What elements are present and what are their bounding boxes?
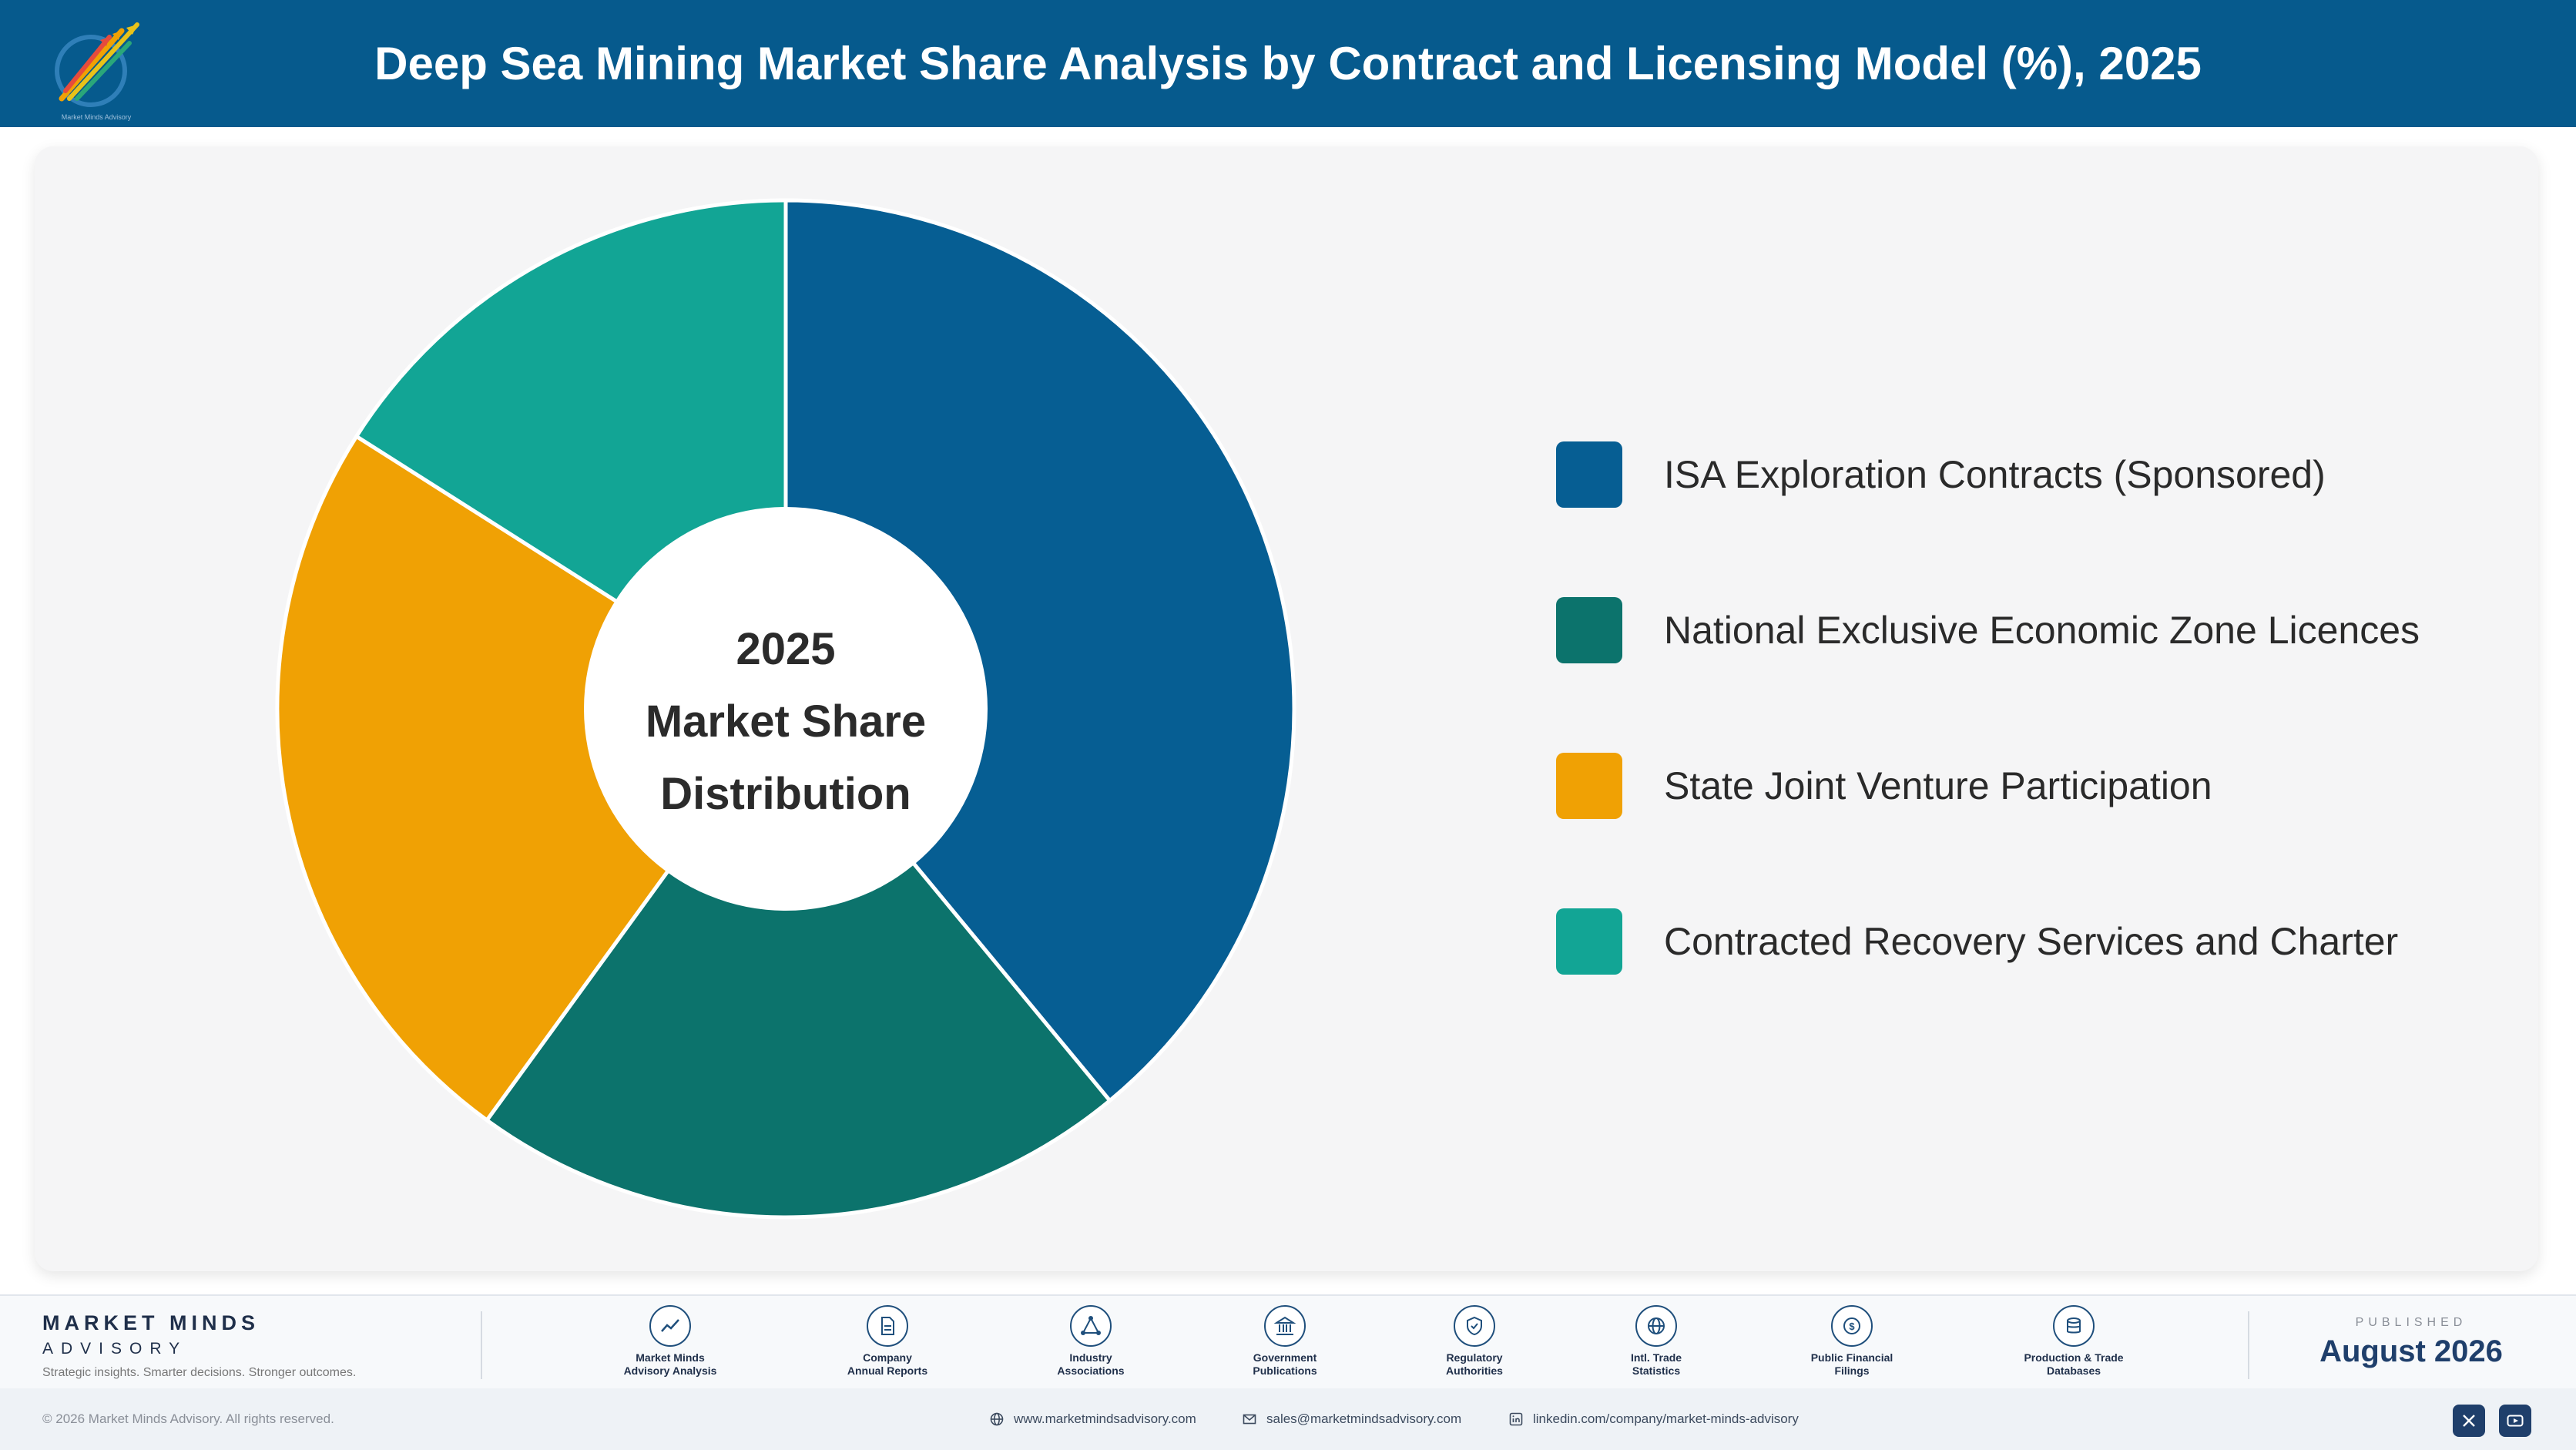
- website-link[interactable]: www.marketmindsadvisory.com: [989, 1388, 1196, 1450]
- legend-label: State Joint Venture Participation: [1664, 764, 2212, 807]
- legend-swatch: [1556, 597, 1622, 663]
- source-market-minds-analysis: Market Minds Advisory Analysis: [593, 1305, 747, 1378]
- legend-item: State Joint Venture Participation: [1556, 752, 2212, 820]
- linkedin-link[interactable]: linkedin.com/company/market-minds-adviso…: [1508, 1388, 1799, 1450]
- network-icon: [1081, 1316, 1101, 1335]
- legend-label: Contracted Recovery Services and Charter: [1664, 920, 2399, 963]
- youtube-icon: [2507, 1415, 2524, 1427]
- database-icon: [2067, 1317, 2081, 1334]
- header-bar: Market Minds Advisory Deep Sea Mining Ma…: [0, 0, 2576, 127]
- footer: MARKET MINDS ADVISORY Strategic insights…: [0, 1294, 2576, 1388]
- email-text: sales@marketmindsadvisory.com: [1266, 1411, 1462, 1426]
- svg-text:$: $: [1849, 1321, 1855, 1332]
- footer-brand: MARKET MINDS ADVISORY Strategic insights…: [42, 1311, 356, 1380]
- youtube-social-button[interactable]: [2499, 1405, 2531, 1437]
- donut-chart: 2025 Market Share Distribution: [275, 198, 1296, 1220]
- published-label: PUBLISHED: [2355, 1316, 2467, 1329]
- mail-icon: [1243, 1414, 1256, 1425]
- legend-swatch: [1556, 753, 1622, 819]
- source-label: Market Minds Advisory Analysis: [623, 1351, 717, 1377]
- source-production-trade-databases: Production & Trade Databases: [1997, 1305, 2151, 1378]
- x-social-button[interactable]: [2453, 1405, 2485, 1437]
- email-link[interactable]: sales@marketmindsadvisory.com: [1242, 1388, 1461, 1450]
- footer-divider: [481, 1311, 482, 1379]
- pie-slice-1: [783, 198, 1296, 1103]
- brand-subtitle: ADVISORY: [42, 1340, 188, 1358]
- source-label: Regulatory Authorities: [1446, 1351, 1503, 1377]
- dollar-coin-icon: $: [1843, 1317, 1860, 1334]
- pie-slice-2: [485, 707, 1112, 1220]
- source-label: Intl. Trade Statistics: [1630, 1351, 1682, 1377]
- document-icon: [881, 1317, 894, 1335]
- website-text: www.marketmindsadvisory.com: [1014, 1411, 1196, 1426]
- legend-swatch: [1556, 908, 1622, 975]
- center-label-line-2: Market Share: [646, 696, 926, 747]
- footer-divider: [2248, 1311, 2249, 1379]
- center-label-line-1: 2025: [736, 624, 835, 674]
- pie-slice-3: [275, 434, 788, 1123]
- brand-name: MARKET MINDS: [42, 1311, 260, 1334]
- market-minds-logo-icon: Market Minds Advisory: [55, 22, 139, 121]
- donut-hole: [584, 507, 988, 911]
- linkedin-icon: [1509, 1412, 1523, 1426]
- source-public-financial-filings: $ Public Financial Filings: [1775, 1305, 1929, 1378]
- copyright-text: © 2026 Market Minds Advisory. All rights…: [42, 1411, 334, 1426]
- source-label: Public Financial Filings: [1810, 1351, 1893, 1377]
- source-government-publications: Government Publications: [1208, 1305, 1362, 1378]
- source-label: Industry Associations: [1057, 1351, 1125, 1377]
- source-label: Company Annual Reports: [847, 1351, 928, 1377]
- center-label-line-3: Distribution: [660, 769, 911, 819]
- source-regulatory-authorities: Regulatory Authorities: [1397, 1305, 1551, 1378]
- legend-item: Contracted Recovery Services and Charter: [1556, 908, 2398, 975]
- legend-item: National Exclusive Economic Zone Licence…: [1556, 596, 2420, 664]
- page-title: Deep Sea Mining Market Share Analysis by…: [374, 38, 2202, 89]
- legend-label: National Exclusive Economic Zone Licence…: [1664, 609, 2420, 652]
- legend-item: ISA Exploration Contracts (Sponsored): [1556, 441, 2326, 509]
- source-label: Production & Trade Databases: [2024, 1351, 2124, 1377]
- logo-text: Market Minds Advisory: [62, 113, 132, 121]
- source-label: Government Publications: [1253, 1351, 1317, 1377]
- linkedin-text: linkedin.com/company/market-minds-adviso…: [1533, 1411, 1799, 1426]
- government-building-icon: [1273, 1316, 1296, 1335]
- source-trade-statistics: Intl. Trade Statistics: [1579, 1305, 1733, 1378]
- x-icon: [2463, 1415, 2475, 1427]
- published-info: PUBLISHED August 2026: [2265, 1316, 2558, 1369]
- legend-swatch: [1556, 441, 1622, 508]
- published-date: August 2026: [2319, 1334, 2503, 1368]
- brand-tagline: Strategic insights. Smarter decisions. S…: [42, 1366, 357, 1379]
- legend-label: ISA Exploration Contracts (Sponsored): [1664, 453, 2326, 496]
- shield-check-icon: [1467, 1316, 1482, 1336]
- bottom-bar: © 2026 Market Minds Advisory. All rights…: [0, 1388, 2576, 1450]
- source-company-reports: Company Annual Reports: [810, 1305, 964, 1378]
- globe-icon: [990, 1412, 1004, 1426]
- trend-chart-icon: [661, 1319, 679, 1332]
- globe-icon: [1648, 1317, 1665, 1334]
- source-industry-associations: Industry Associations: [1014, 1305, 1168, 1378]
